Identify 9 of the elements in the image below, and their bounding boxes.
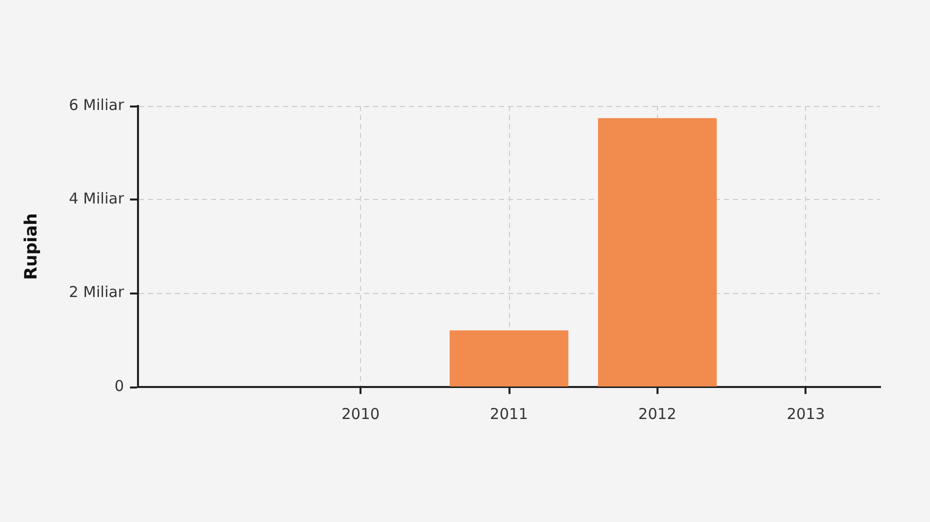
x-tick-label: 2012 [638,404,676,423]
x-tick-label: 2010 [342,404,380,423]
y-tick-label: 6 Miliar [68,96,125,114]
y-axis-title: Rupiah [22,213,42,280]
y-tick-label: 2 Miliar [68,283,125,302]
x-tick-label: 2013 [786,404,825,423]
x-tick-label: 2011 [490,404,528,423]
y-tick-label: 4 Miliar [68,190,125,208]
y-tick-label: 0 [114,376,124,395]
